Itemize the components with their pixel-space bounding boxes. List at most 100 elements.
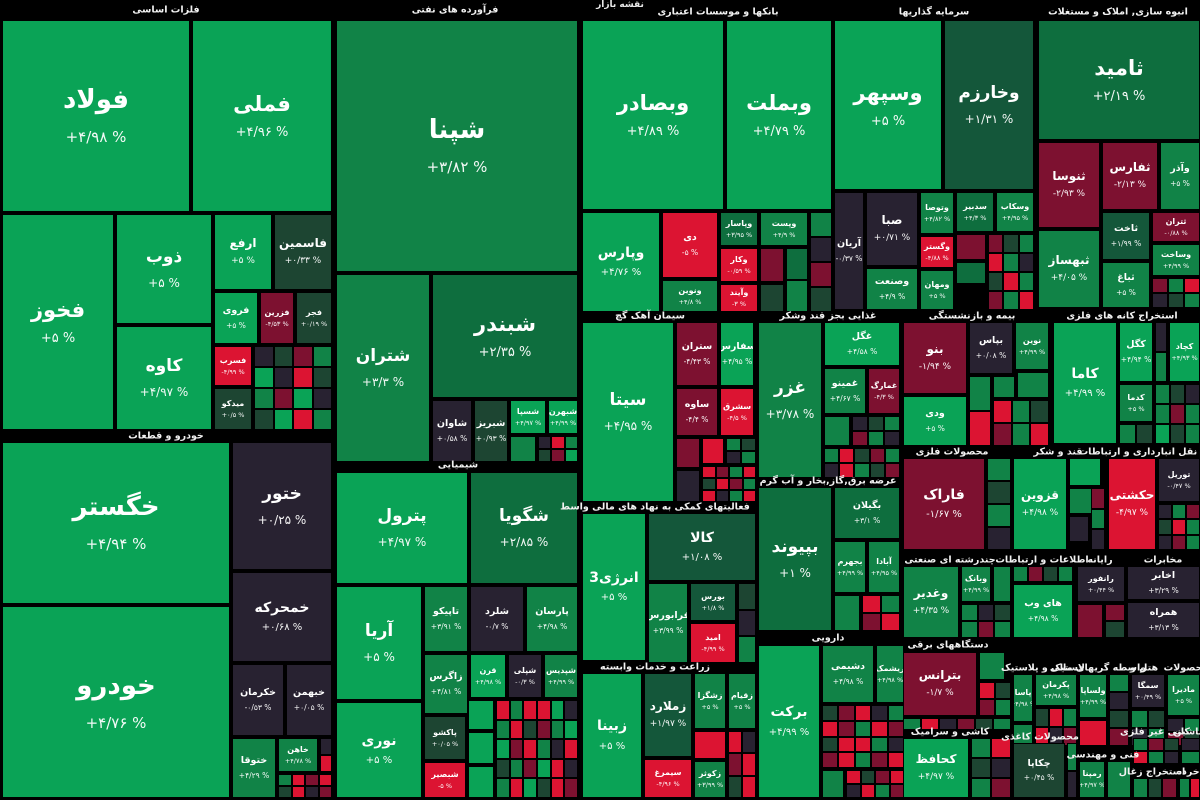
stock-tile-small[interactable] (551, 436, 565, 449)
stock-tile[interactable]: ثبهساز +۴/۰۵ % (1038, 230, 1100, 308)
stock-tile-small[interactable] (742, 775, 756, 798)
stock-tile[interactable]: ونوین +۴/۸ % (662, 280, 718, 312)
stock-tile-small[interactable] (509, 739, 524, 759)
stock-tile[interactable]: زشگزا +۵ % (694, 673, 726, 729)
stock-tile[interactable]: صبا +۰/۷۱ % (866, 192, 918, 266)
stock-tile-small[interactable] (1155, 424, 1170, 444)
stock-tile-small[interactable] (1058, 566, 1073, 582)
stock-tile-small[interactable] (312, 346, 332, 367)
stock-tile-small[interactable] (1133, 778, 1148, 798)
stock-tile-small[interactable] (868, 416, 884, 431)
stock-tile-small[interactable] (564, 778, 578, 798)
stock-tile-small[interactable] (564, 758, 578, 779)
stock-tile[interactable]: وپاسار +۳/۹۵ % (720, 212, 758, 246)
stock-tile-small[interactable] (1003, 253, 1019, 272)
stock-tile[interactable]: دشیمی +۴/۹۸ % (822, 645, 874, 703)
stock-tile[interactable]: فرابورس +۳/۹۹ % (648, 583, 688, 663)
stock-tile-small[interactable] (871, 736, 888, 753)
stock-tile[interactable] (468, 700, 494, 730)
stock-tile-small[interactable] (1003, 272, 1019, 291)
stock-tile-small[interactable] (496, 719, 510, 740)
stock-tile-small[interactable] (993, 423, 1012, 446)
stock-tile-small[interactable] (291, 774, 305, 786)
stock-tile-small[interactable] (550, 719, 565, 740)
stock-tile-small[interactable] (729, 466, 743, 478)
stock-tile-small[interactable] (1155, 352, 1167, 382)
stock-tile-small[interactable] (875, 770, 890, 784)
stock-tile-small[interactable] (1186, 519, 1200, 535)
stock-tile-small[interactable] (786, 280, 808, 312)
stock-tile[interactable] (510, 436, 536, 462)
stock-tile[interactable]: برکت +۴/۹۹ % (758, 645, 820, 798)
stock-tile-small[interactable] (1067, 743, 1077, 771)
stock-tile-small[interactable] (742, 466, 756, 478)
stock-tile-small[interactable] (994, 604, 1011, 621)
stock-tile[interactable]: ومهان +۵ % (920, 270, 954, 310)
stock-tile[interactable] (1017, 372, 1049, 398)
stock-tile-small[interactable] (726, 438, 741, 451)
stock-tile[interactable]: زاگرس +۴/۸۱ % (424, 654, 468, 714)
stock-tile-small[interactable] (1105, 604, 1125, 621)
stock-tile[interactable] (956, 234, 986, 260)
stock-tile[interactable]: خمحرکه +۰/۶۸ % (232, 572, 332, 662)
stock-tile[interactable]: شپلی -۰/۳ % (508, 654, 542, 698)
stock-tile-small[interactable] (523, 758, 537, 779)
stock-tile[interactable]: رانفور +۰/۴۴ % (1077, 566, 1125, 602)
stock-tile-small[interactable] (305, 774, 319, 786)
stock-tile[interactable] (760, 248, 784, 282)
stock-tile-small[interactable] (786, 248, 808, 280)
stock-tile[interactable] (760, 284, 784, 312)
stock-tile[interactable]: ثاخت +۱/۹۹ % (1102, 212, 1150, 260)
stock-tile-small[interactable] (273, 388, 293, 409)
stock-tile[interactable]: بنو -۱/۹۴ % (903, 322, 967, 394)
stock-tile-small[interactable] (995, 682, 1011, 699)
stock-tile-small[interactable] (810, 237, 832, 262)
stock-tile-small[interactable] (971, 758, 991, 778)
stock-tile[interactable] (676, 438, 700, 468)
stock-tile-small[interactable] (538, 449, 552, 462)
stock-tile-small[interactable] (921, 718, 939, 730)
stock-tile[interactable]: اخابر +۳/۲۹ % (1127, 566, 1200, 600)
stock-tile[interactable]: وپارس +۴/۷۶ % (582, 212, 660, 312)
stock-tile[interactable] (694, 731, 726, 759)
stock-tile-small[interactable] (293, 409, 313, 430)
stock-tile-small[interactable] (741, 451, 756, 464)
stock-tile-small[interactable] (538, 436, 552, 449)
stock-tile[interactable]: آریان -۰/۳۷ % (834, 192, 864, 310)
stock-tile[interactable]: سمگا +۰/۴۹ % (1131, 674, 1165, 708)
stock-tile-small[interactable] (852, 416, 868, 431)
stock-tile-small[interactable] (702, 466, 716, 478)
stock-tile-small[interactable] (273, 367, 293, 388)
stock-tile[interactable]: شتران +۳/۳ % (336, 274, 430, 462)
stock-tile-small[interactable] (1018, 291, 1034, 310)
stock-tile[interactable]: وغدیر +۴/۳۵ % (903, 566, 959, 638)
stock-tile-small[interactable] (1181, 738, 1200, 751)
stock-tile-small[interactable] (1172, 534, 1186, 550)
stock-tile-small[interactable] (884, 448, 900, 463)
stock-tile[interactable]: فاراک -۱/۶۷ % (903, 458, 985, 550)
stock-tile-small[interactable] (496, 778, 510, 798)
stock-tile[interactable]: وخارزم +۱/۳۱ % (944, 20, 1034, 190)
stock-tile-small[interactable] (887, 705, 904, 721)
stock-tile[interactable]: سیمرغ -۴/۹۶ % (644, 759, 692, 798)
stock-tile-small[interactable] (995, 699, 1011, 716)
stock-tile[interactable] (468, 732, 494, 764)
stock-tile[interactable]: ثامید +۲/۱۹ % (1038, 20, 1200, 140)
stock-tile[interactable]: سشرق -۴/۵ % (720, 388, 754, 436)
stock-tile-small[interactable] (977, 604, 995, 621)
stock-tile-small[interactable] (838, 705, 855, 721)
stock-tile-small[interactable] (1018, 272, 1034, 291)
stock-tile[interactable]: وصنعت +۴/۹ % (866, 268, 918, 310)
stock-tile[interactable] (824, 416, 850, 446)
stock-tile-small[interactable] (741, 438, 756, 451)
stock-tile[interactable]: چکاپا +۰/۴۵ % (1013, 743, 1065, 798)
stock-tile-small[interactable] (738, 636, 756, 663)
stock-tile-small[interactable] (884, 463, 900, 478)
stock-tile-small[interactable] (564, 739, 578, 759)
stock-tile-small[interactable] (869, 448, 885, 463)
stock-tile[interactable] (822, 770, 844, 798)
stock-tile[interactable]: فجر +۰/۱۹ % (296, 292, 332, 344)
stock-tile-small[interactable] (839, 463, 855, 478)
stock-tile-small[interactable] (305, 786, 319, 798)
stock-tile[interactable]: کاما +۴/۹۹ % (1053, 322, 1117, 444)
